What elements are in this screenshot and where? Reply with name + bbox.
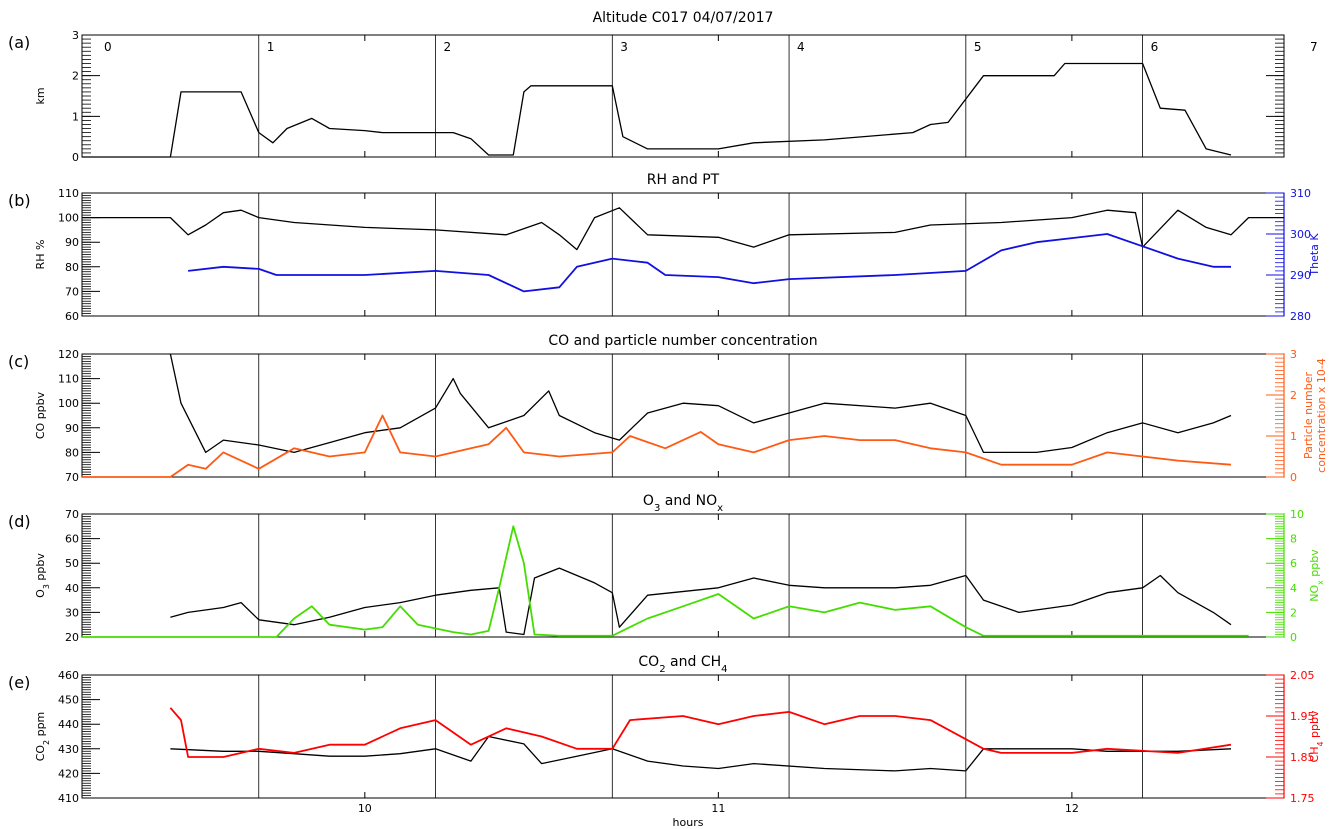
data-series-line	[82, 525, 1249, 638]
panel-title: Altitude C017 04/07/2017	[593, 10, 774, 26]
y-tick-label: 410	[58, 792, 79, 805]
y-axis-label: CO2 ppm	[34, 712, 51, 762]
panel-e: CO2 and CH4 (e) 410 420 430 440 450 460 CO2 ppm 1…	[8, 654, 1325, 815]
y-axis-label: CO ppbv	[34, 391, 47, 439]
y-tick-label: 90	[65, 236, 79, 249]
y-tick-label: 0	[72, 151, 79, 164]
y-tick-label: 50	[65, 557, 79, 570]
panel-title: O3 and NOx	[643, 493, 723, 514]
y-tick-label: 1	[72, 110, 79, 123]
x-tick-label: 11	[711, 802, 725, 815]
y2-tick-label: 1.95	[1290, 710, 1315, 723]
y-tick-label: 40	[65, 582, 79, 595]
y2-tick-label: 3	[1290, 348, 1297, 361]
y2-tick-label: 280	[1290, 310, 1311, 323]
panel-c: CO and particle number concentration (c) 7…	[8, 333, 1328, 484]
y-tick-label: 80	[65, 261, 79, 274]
y-tick-label: 120	[58, 348, 79, 361]
data-series-line	[187, 233, 1231, 293]
y2-tick-label: 1.75	[1290, 792, 1315, 805]
data-series-line	[82, 414, 1232, 478]
y2-axis-label: Particle numberconcentration x 10-4	[1302, 358, 1328, 473]
panel-label: (c)	[8, 352, 29, 371]
segment-label: 3	[620, 40, 628, 54]
y-tick-label: 420	[58, 767, 79, 780]
y2-tick-label: 4	[1290, 582, 1297, 595]
y-tick-label: 2	[72, 70, 79, 83]
plot-frame	[81, 353, 1285, 478]
y-tick-label: 100	[58, 397, 79, 410]
panel-b: RH and PT (b) 60 70 80 90 100 110 RH % 280 290 300 3…	[8, 172, 1321, 323]
y2-tick-label: 310	[1290, 187, 1311, 200]
panel-label: (e)	[8, 673, 30, 692]
plot-frame	[81, 513, 1285, 638]
y2-axis-label: Theta K	[1308, 233, 1321, 277]
data-series-line	[82, 62, 1232, 158]
y-tick-label: 460	[58, 669, 79, 682]
y-tick-label: 70	[65, 508, 79, 521]
y-tick-label: 3	[72, 29, 79, 42]
segment-label: 1	[267, 40, 275, 54]
segment-label: 4	[797, 40, 805, 54]
panel-title: CO2 and CH4	[638, 654, 727, 675]
panel-a: Altitude C017 04/07/2017 (a) 0 1 2 3 km 0 1 2 3 4 5 6…	[8, 10, 1318, 164]
segment-label: 7	[1310, 40, 1318, 54]
panel-label: (b)	[8, 191, 31, 210]
segment-label: 6	[1151, 40, 1159, 54]
plot-frame	[81, 674, 1285, 799]
segment-label: 0	[104, 40, 112, 54]
y-tick-label: 60	[65, 310, 79, 323]
y-axis-label: O3 ppbv	[34, 553, 51, 598]
y2-tick-label: 1.85	[1290, 751, 1315, 764]
y-tick-label: 60	[65, 533, 79, 546]
data-series-line	[82, 207, 1284, 251]
y2-axis-label: NOx ppbv	[1308, 549, 1325, 602]
y2-tick-label: 10	[1290, 508, 1304, 521]
x-axis-label: hours	[673, 816, 704, 829]
y-axis-label: km	[34, 87, 47, 104]
y-tick-label: 30	[65, 606, 79, 619]
y-tick-label: 100	[58, 212, 79, 225]
y2-tick-label: 0	[1290, 471, 1297, 484]
panel-title: RH and PT	[647, 172, 720, 188]
y2-tick-label: 8	[1290, 533, 1297, 546]
y2-tick-label: 2	[1290, 606, 1297, 619]
data-series-line	[170, 567, 1232, 636]
y2-tick-label: 2.05	[1290, 669, 1315, 682]
y2-tick-label: 2	[1290, 389, 1297, 402]
y-tick-label: 20	[65, 631, 79, 644]
y-tick-label: 90	[65, 422, 79, 435]
segment-label: 5	[974, 40, 982, 54]
y2-tick-label: 6	[1290, 557, 1297, 570]
y-tick-label: 440	[58, 718, 79, 731]
y-axis-label: RH %	[34, 240, 47, 270]
panel-title: CO and particle number concentration	[548, 333, 817, 349]
y-tick-label: 80	[65, 446, 79, 459]
x-tick-label: 10	[358, 802, 372, 815]
y2-tick-label: 300	[1290, 228, 1311, 241]
plot-frame	[81, 34, 1285, 158]
panel-label: (a)	[8, 33, 30, 52]
y2-tick-label: 1	[1290, 430, 1297, 443]
panel-d: O3 and NOx (d) 20 30 40 50 60 70 O3 ppbv 0 2 4 6 8 10 N…	[8, 493, 1325, 644]
y-tick-label: 430	[58, 743, 79, 756]
y2-tick-label: 290	[1290, 269, 1311, 282]
y-tick-label: 70	[65, 285, 79, 298]
data-series-line	[169, 353, 1232, 454]
x-tick-label: 12	[1065, 802, 1079, 815]
y2-tick-label: 0	[1290, 631, 1297, 644]
y2-axis-label: CH4 ppbv	[1308, 710, 1325, 762]
y-tick-label: 70	[65, 471, 79, 484]
segment-label: 2	[444, 40, 452, 54]
y-tick-label: 110	[58, 187, 79, 200]
y-tick-label: 450	[58, 694, 79, 707]
y-tick-label: 110	[58, 373, 79, 386]
panel-label: (d)	[8, 512, 31, 531]
data-series-line	[169, 707, 1232, 758]
